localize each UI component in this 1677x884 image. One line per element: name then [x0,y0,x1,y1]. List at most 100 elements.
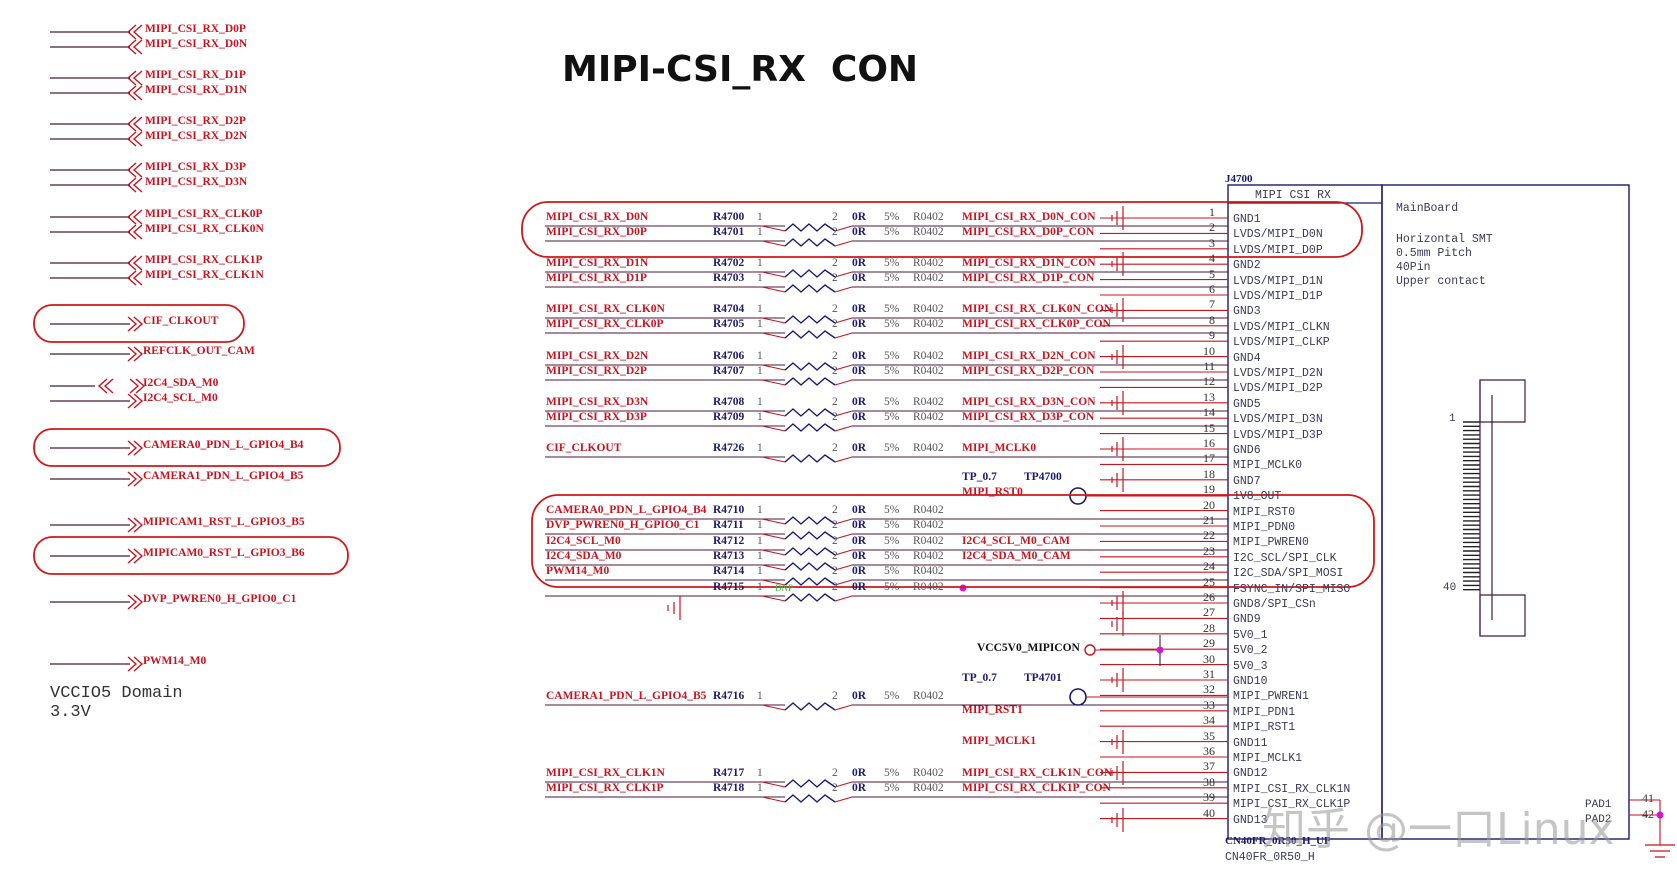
resistor-tolerance: 5% [884,535,900,547]
resistor-ref: R4705 [713,318,745,330]
resistor-ref: R4702 [713,257,745,269]
resistor-output-net: MIPI_CSI_RX_CLK0P_CON [962,318,1111,330]
resistor-value: 0R [852,767,867,779]
resistor-icon [784,408,836,417]
resistor-tolerance: 5% [884,303,900,315]
resistor-input-net: MIPI_CSI_RX_CLK0P [546,318,664,330]
resistor-pin-2: 2 [832,535,838,547]
resistor-package: R0402 [913,396,944,408]
port-label: I2C4_SDA_M0 [143,377,219,389]
resistor-tolerance: 5% [884,396,900,408]
resistor-tolerance: 5% [884,767,900,779]
connector-pin-name: GND3 [1233,305,1261,319]
connector-pin-number: 29 [1203,636,1215,651]
resistor-pin-1: 1 [757,504,763,516]
connector-pin-number: 27 [1203,605,1215,620]
test-point-type: TP_0.7 [962,672,997,684]
highlight-ellipse [33,536,349,575]
connector-pin-name: GND4 [1233,351,1261,365]
highlight-ellipse [33,428,341,467]
power-net-label: VCC5V0_MIPICON [977,642,1080,654]
port-label: CIF_CLKOUT [143,315,219,327]
wire [761,240,786,247]
resistor-package: R0402 [913,535,944,547]
wire [834,271,853,278]
resistor-pin-1: 1 [757,303,763,315]
wire [761,286,786,293]
resistor-input-net: CIF_CLKOUT [546,442,622,454]
resistor-pin-1: 1 [757,226,763,238]
resistor-pin-1: 1 [757,411,763,423]
footprint-pin-last: 40 [1443,582,1457,594]
wire [834,781,853,788]
resistor-pin-1: 1 [757,767,763,779]
pad-name-1: PAD1 [1585,799,1612,811]
connector-pin-name: LVDS/MIPI_D2N [1233,367,1323,380]
resistor-tolerance: 5% [884,782,900,794]
resistor-tolerance: 5% [884,350,900,362]
net-label: MIPI_MCLK1 [962,735,1037,747]
resistor-input-net: PWM14_M0 [546,565,610,577]
resistor-value: 0R [852,519,867,531]
test-point-ref: TP4700 [1024,471,1062,483]
resistor-output-net: I2C4_SDA_M0_CAM [962,550,1071,562]
resistor-input-net: I2C4_SDA_M0 [546,550,622,562]
resistor-pin-2: 2 [832,272,838,284]
resistor-value: 0R [852,504,867,516]
output-port-icon [129,378,146,394]
resistor-ref: R4709 [713,411,745,423]
resistor-icon [784,531,836,540]
resistor-icon [784,794,836,803]
connector-pin-name: LVDS/MIPI_CLKN [1233,320,1330,334]
domain-note-line1: VCCIO5 Domain [50,684,183,703]
resistor-input-net: DVP_PWREN0_H_GPIO0_C1 [546,519,700,531]
junction-dot [959,584,967,592]
connector-pin-name: MIPI_PDN0 [1233,521,1296,534]
resistor-pin-1: 1 [757,535,763,547]
wire [834,425,853,432]
wire [761,225,786,232]
connector-pin-number: 30 [1203,651,1215,666]
resistor-output-net: MIPI_CSI_RX_D3N_CON [962,396,1096,408]
resistor-value: 0R [852,350,867,362]
connector-pin-number: 10 [1203,343,1215,358]
connector-pin-number: 15 [1203,420,1215,435]
resistor-pin-2: 2 [832,519,838,531]
wire [834,704,853,711]
connector-pin-number: 17 [1203,451,1215,466]
wire [761,704,786,711]
connector-pin-number: 22 [1203,528,1215,543]
resistor-output-net: MIPI_CSI_RX_CLK0N_CON [962,303,1113,315]
resistor-package: R0402 [913,365,944,377]
wire [834,579,853,586]
wire [761,549,786,556]
connector-pin-number: 20 [1203,497,1215,512]
connector-pin-number: 39 [1203,790,1215,805]
connector-pin-number: 9 [1209,328,1215,343]
highlight-ellipse [33,304,245,343]
resistor-package: R0402 [913,767,944,779]
resistor-icon [784,377,836,386]
resistor-pin-1: 1 [757,782,763,794]
connector-pin-number: 14 [1203,405,1215,420]
resistor-input-net: MIPI_CSI_RX_D2P [546,365,647,377]
resistor-pin-2: 2 [832,226,838,238]
wire [761,781,786,788]
connector-pin-name: GND11 [1233,736,1268,750]
connector-pin-number: 16 [1203,436,1215,450]
resistor-pin-1: 1 [757,581,763,593]
resistor-output-net: MIPI_MCLK0 [962,442,1037,454]
port-label: MIPI_CSI_RX_D1N [145,84,248,96]
resistor-ref: R4708 [713,396,745,408]
connector-pin-number: 38 [1203,774,1215,789]
wire [834,286,853,293]
connector-pin-name: MIPI_CSI_RX_CLK1P [1233,798,1351,812]
connector-pin-number: 8 [1209,312,1215,327]
output-port-icon [127,316,144,332]
port-label: MIPI_CSI_RX_CLK1P [145,254,263,266]
resistor-pin-2: 2 [832,257,838,269]
connector-pin-name: MIPI_RST1 [1233,721,1296,735]
connector-pin-name: LVDS/MIPI_D3N [1233,413,1323,427]
wire [761,379,786,386]
resistor-pin-1: 1 [757,550,763,562]
